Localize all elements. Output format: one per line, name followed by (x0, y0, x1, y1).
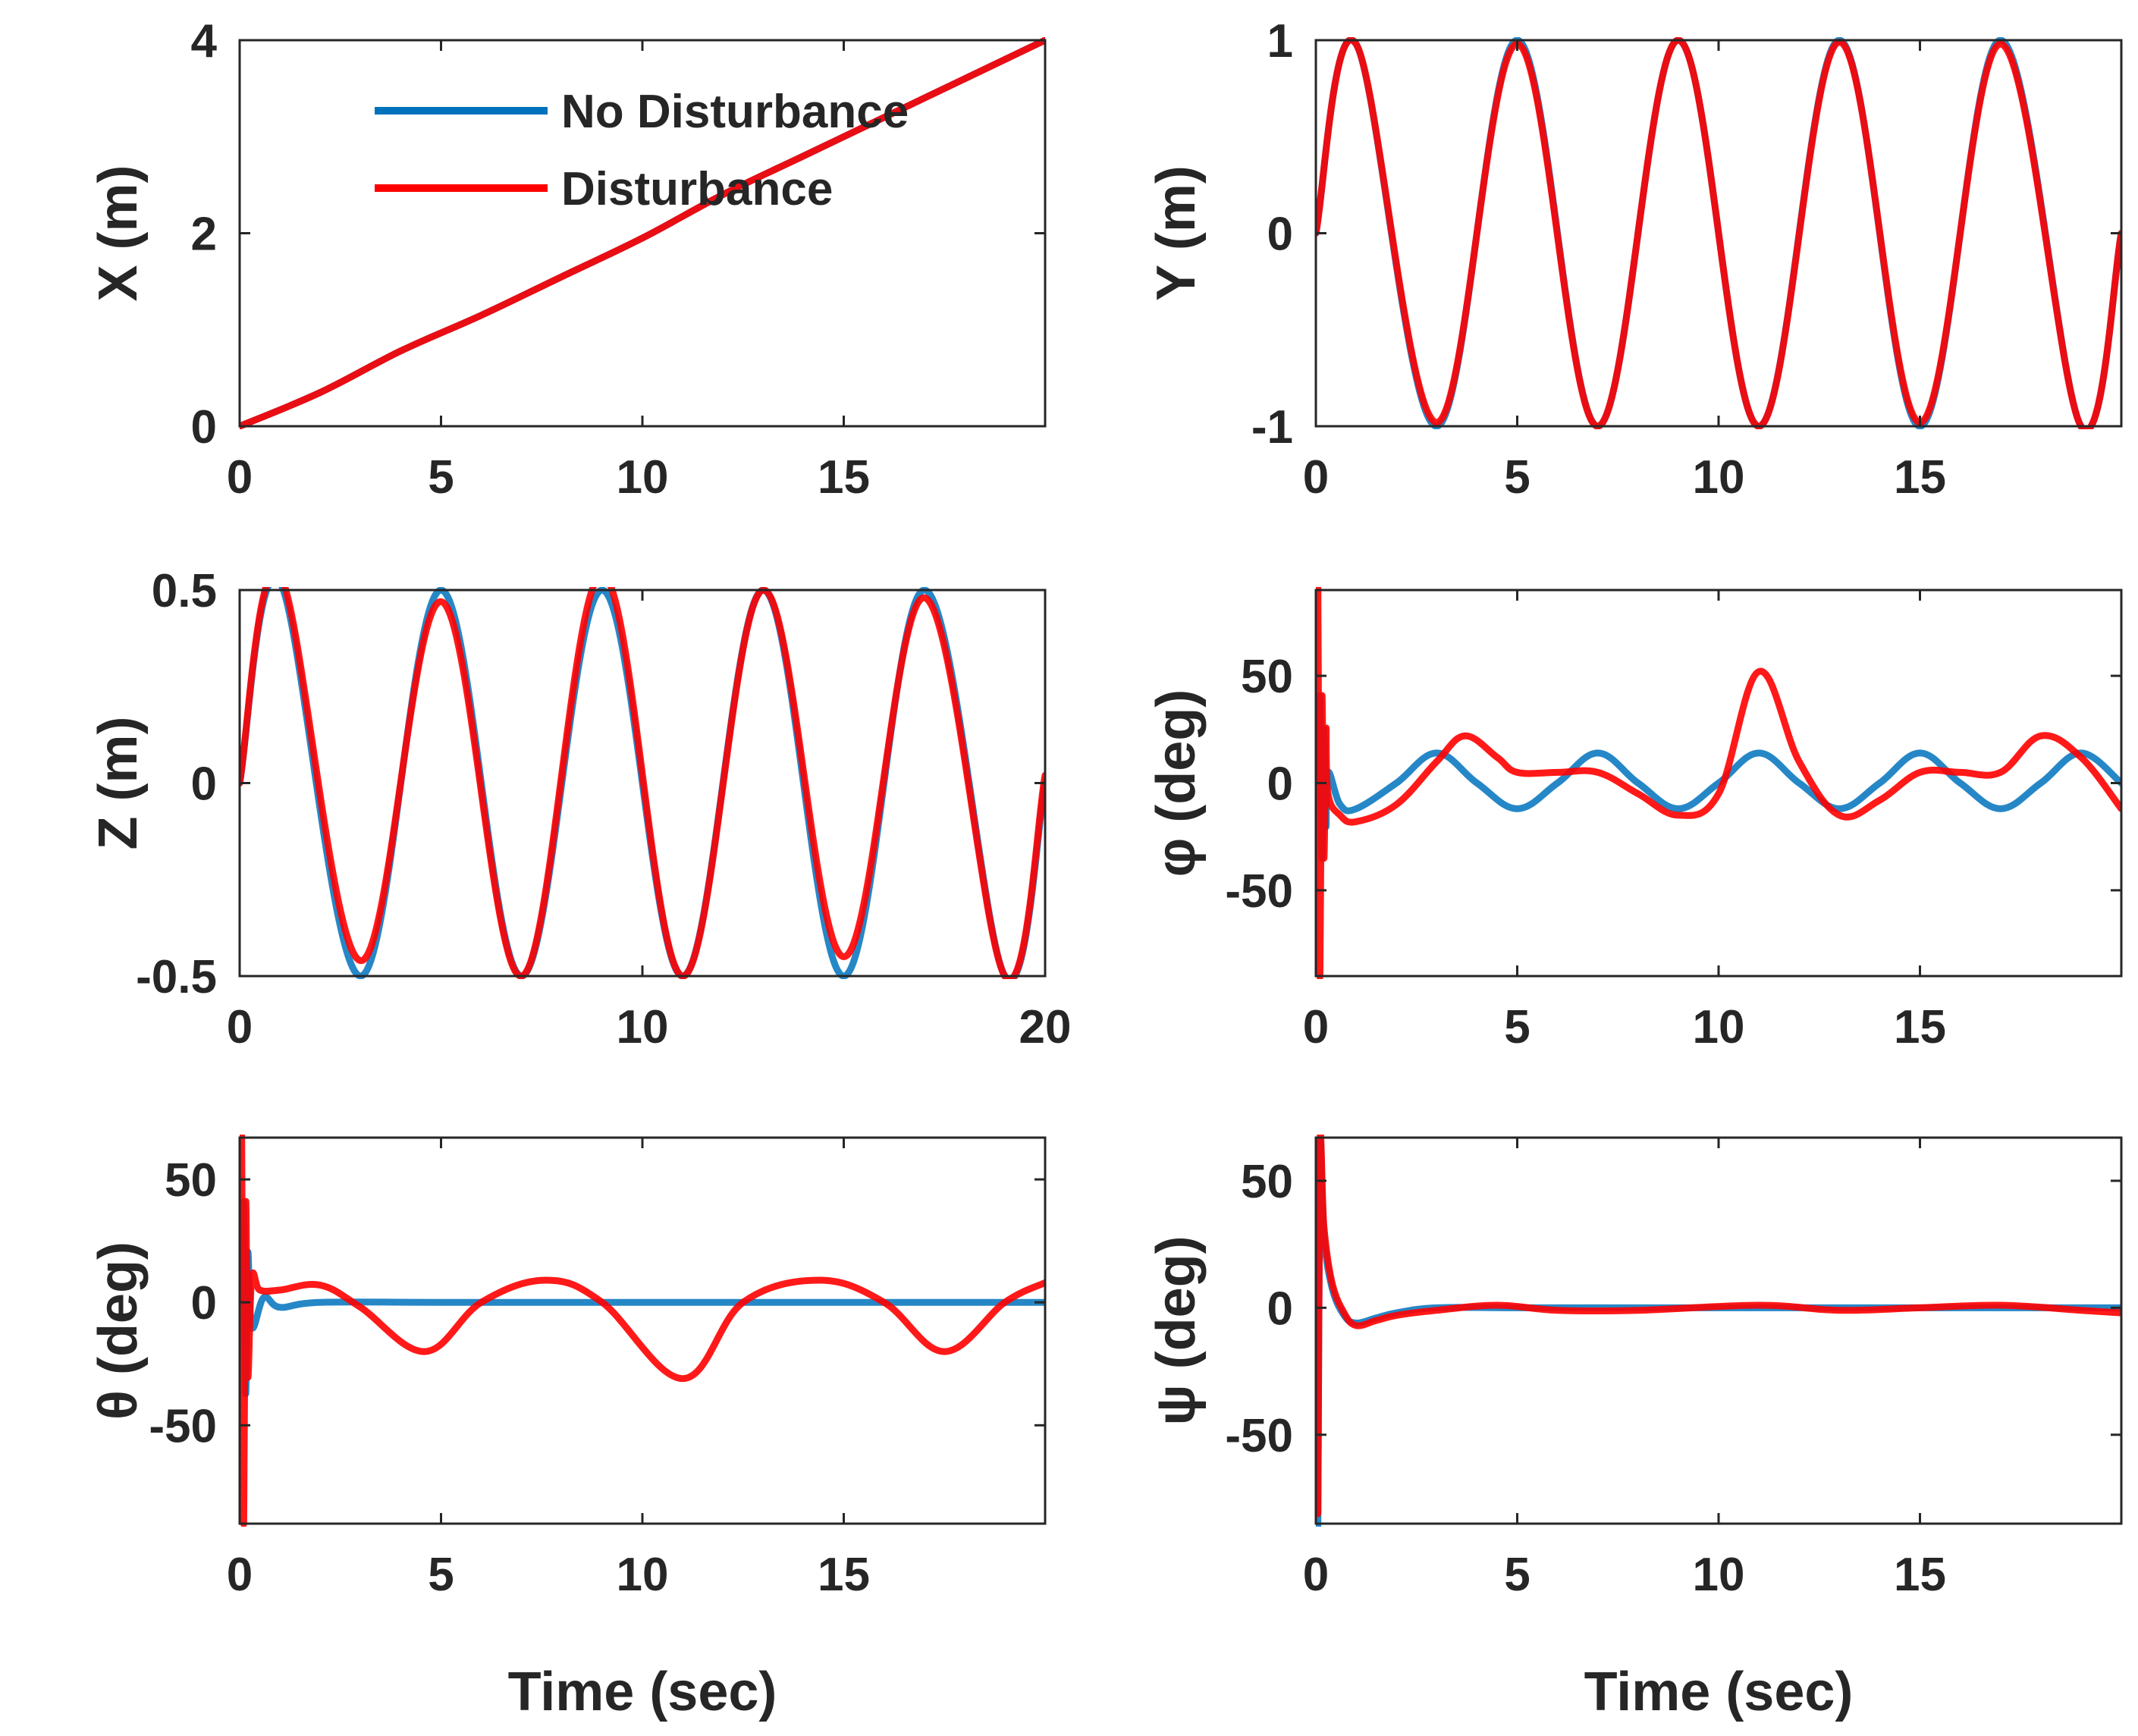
y-tick-label-y: 0 (1267, 209, 1293, 261)
x-tick-label-x: 10 (617, 451, 669, 504)
x-tick-label-x: 0 (227, 451, 253, 504)
y-tick-label-theta: -50 (149, 1400, 217, 1452)
x-tick-label-psi: 10 (1693, 1549, 1745, 1601)
series-line-y-disturbance (1316, 37, 2121, 429)
x-axis-label-psi: Time (sec) (1584, 1662, 1854, 1722)
x-tick-label-theta: 5 (428, 1549, 454, 1601)
legend-label-no-disturbance: No Disturbance (561, 86, 909, 138)
y-axis-label-psi: ψ (deg) (1146, 1235, 1207, 1425)
x-tick-label-phi: 0 (1303, 1001, 1329, 1053)
x-tick-label-theta: 10 (617, 1549, 669, 1601)
y-axis-label-x: X (m) (88, 165, 149, 302)
y-tick-label-psi: -50 (1225, 1410, 1293, 1462)
series-line-x-disturbance (240, 37, 1045, 429)
y-tick-label-y: 1 (1267, 15, 1293, 67)
x-tick-label-x: 15 (818, 451, 870, 504)
x-tick-label-phi: 15 (1894, 1001, 1946, 1053)
x-tick-label-y: 10 (1693, 451, 1745, 504)
x-tick-label-z: 10 (617, 1001, 669, 1053)
y-axis-label-y: Y (m) (1146, 165, 1207, 301)
chart-panel-z: 0 10 20-0.500.5Z (m) (88, 565, 1071, 1053)
chart-panel-theta: 0 5 10 15 -50 0 50 θ (deg) Time (sec) (88, 1135, 1047, 1722)
x-tick-label-theta: 15 (818, 1549, 870, 1601)
y-tick-label-psi: 50 (1241, 1156, 1293, 1208)
x-tick-label-psi: 15 (1894, 1549, 1946, 1601)
y-tick-label-x: 0 (191, 401, 217, 454)
y-tick-label-z: 0.5 (152, 565, 217, 617)
series-line-theta-disturbance (240, 1135, 1045, 1527)
chart-panel-psi: 0 5 10 15 -50 0 50 ψ (deg) Time (sec) (1146, 1135, 2123, 1722)
x-tick-label-z: 20 (1019, 1001, 1072, 1053)
x-tick-label-phi: 5 (1504, 1001, 1530, 1053)
y-tick-label-phi: 0 (1267, 758, 1293, 811)
x-tick-label-z: 0 (227, 1001, 253, 1053)
plot-area-psi (1316, 1138, 2121, 1524)
y-axis-label-phi: φ (deg) (1146, 689, 1207, 877)
x-tick-label-theta: 0 (227, 1549, 253, 1601)
y-tick-label-y: -1 (1251, 401, 1293, 454)
x-tick-label-phi: 10 (1693, 1001, 1745, 1053)
x-tick-label-y: 0 (1303, 451, 1329, 504)
series-line-phi-disturbance (1316, 587, 2121, 979)
y-tick-label-x: 2 (191, 209, 217, 261)
y-axis-label-z: Z (m) (88, 717, 149, 850)
x-tick-label-psi: 0 (1303, 1549, 1329, 1601)
x-tick-label-y: 15 (1894, 451, 1946, 504)
y-tick-label-phi: -50 (1225, 865, 1293, 918)
series-line-z-disturbance (240, 587, 1045, 979)
y-axis-label-theta: θ (deg) (88, 1242, 149, 1420)
x-tick-label-psi: 5 (1504, 1549, 1530, 1601)
y-tick-label-theta: 0 (191, 1277, 217, 1329)
y-tick-label-psi: 0 (1267, 1282, 1293, 1335)
chart-panel-phi: 0 5 10 15 -50 0 50 φ (deg) (1146, 587, 2123, 1053)
legend-label-disturbance: Disturbance (561, 163, 833, 215)
y-tick-label-theta: 50 (165, 1154, 217, 1207)
chart-panel-x: 0 5 10 15 0 2 4 X (m) (88, 15, 1047, 504)
plot-area-theta (240, 1138, 1045, 1524)
x-tick-label-x: 5 (428, 451, 454, 504)
y-tick-label-phi: 50 (1241, 651, 1293, 703)
y-tick-label-z: -0.5 (136, 951, 217, 1003)
x-axis-label-theta: Time (sec) (508, 1662, 777, 1722)
x-tick-label-y: 5 (1504, 451, 1530, 504)
y-tick-label-x: 4 (191, 15, 218, 67)
series-line-psi-disturbance (1316, 1135, 2121, 1518)
y-tick-label-z: 0 (191, 758, 217, 811)
legend: No Disturbance Disturbance (375, 86, 909, 215)
